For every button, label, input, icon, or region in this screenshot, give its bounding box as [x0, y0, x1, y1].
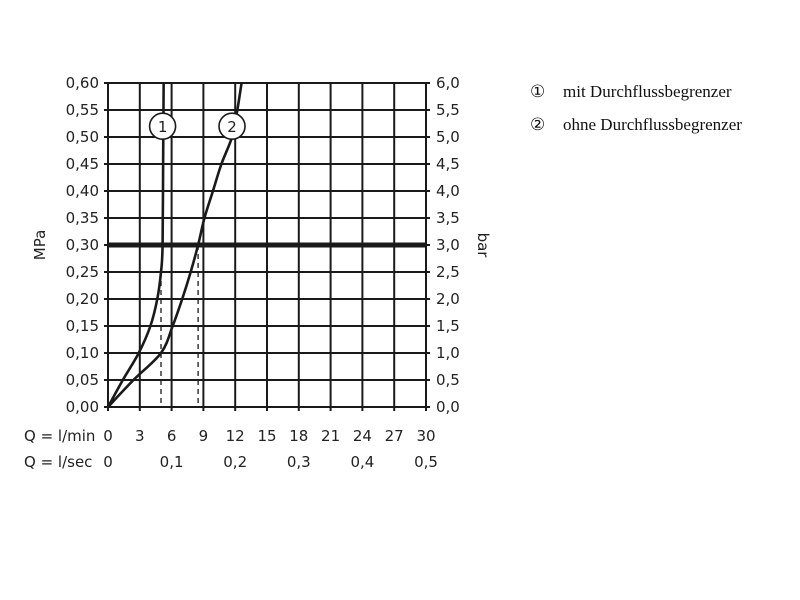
series-marker-circle-2: [218, 112, 246, 140]
legend: ① mit Durchflussbegrenzer ② ohne Durchfl…: [530, 82, 742, 134]
y-tick-left: 0,20: [66, 290, 99, 308]
y-tick-left: 0,00: [66, 398, 99, 416]
x-tick-lmin: 18: [289, 427, 308, 445]
x-tick-lmin: 21: [321, 427, 340, 445]
y-tick-right: 3,0: [436, 236, 460, 254]
x-tick-lsec: 0,5: [414, 453, 438, 471]
legend-label-1: mit Durchflussbegrenzer: [563, 82, 732, 101]
x-tick-lsec: 0,4: [350, 453, 374, 471]
x-tick-lsec: 0: [103, 453, 113, 471]
y-tick-left: 0,35: [66, 209, 99, 227]
x-tick-lsec: 0,1: [160, 453, 184, 471]
y-tick-left: 0,25: [66, 263, 99, 281]
x-tick-lmin: 30: [416, 427, 435, 445]
y-tick-right: 3,5: [436, 209, 460, 227]
x-axis-label-lmin: Q = l/min: [24, 427, 95, 445]
series-line-1: [106, 82, 165, 408]
x-tick-lmin: 6: [167, 427, 177, 445]
series-marker-circle-1: [148, 112, 177, 140]
tick-labels: 0 3 6 9 12 15 18 21 24 27 300,00 0,00,05 0,50,10 1,00…: [66, 74, 460, 471]
y-tick-right: 4,0: [436, 182, 460, 200]
x-tick-lmin: 9: [199, 427, 209, 445]
y-tick-left: 0,45: [66, 155, 99, 173]
y-tick-right: 5,5: [436, 101, 460, 119]
x-tick-lmin: 12: [226, 427, 245, 445]
y-axis-label-right: bar: [474, 233, 492, 259]
y-tick-right: 4,5: [436, 155, 460, 173]
y-tick-right: 2,0: [436, 290, 460, 308]
x-tick-lmin: 0: [103, 427, 113, 445]
y-tick-right: 0,0: [436, 398, 460, 416]
x-tick-lsec: 0,2: [223, 453, 247, 471]
x-tick-lmin: 15: [257, 427, 276, 445]
y-tick-left: 0,30: [66, 236, 99, 254]
y-tick-right: 1,5: [436, 317, 460, 335]
x-tick-lmin: 24: [353, 427, 372, 445]
series-marker-label-1: 1: [158, 118, 168, 136]
legend-marker-2: ②: [530, 115, 545, 134]
y-tick-left: 0,05: [66, 371, 99, 389]
y-tick-left: 0,50: [66, 128, 99, 146]
y-tick-left: 0,15: [66, 317, 99, 335]
x-tick-lsec: 0,3: [287, 453, 311, 471]
legend-label-2: ohne Durchflussbegrenzer: [563, 115, 742, 134]
x-axis-label-lsec: Q = l/sec: [24, 453, 92, 471]
legend-marker-1: ①: [530, 82, 545, 101]
y-tick-left: 0,55: [66, 101, 99, 119]
series-marker-label-2: 2: [227, 118, 237, 136]
y-tick-left: 0,40: [66, 182, 99, 200]
y-tick-right: 1,0: [436, 344, 460, 362]
y-tick-right: 6,0: [436, 74, 460, 92]
y-tick-left: 0,60: [66, 74, 99, 92]
y-tick-right: 0,5: [436, 371, 460, 389]
x-tick-lmin: 27: [385, 427, 404, 445]
y-tick-right: 5,0: [436, 128, 460, 146]
y-tick-left: 0,10: [66, 344, 99, 362]
y-tick-right: 2,5: [436, 263, 460, 281]
x-tick-lmin: 3: [135, 427, 145, 445]
y-axis-label-left: MPa: [31, 230, 49, 261]
